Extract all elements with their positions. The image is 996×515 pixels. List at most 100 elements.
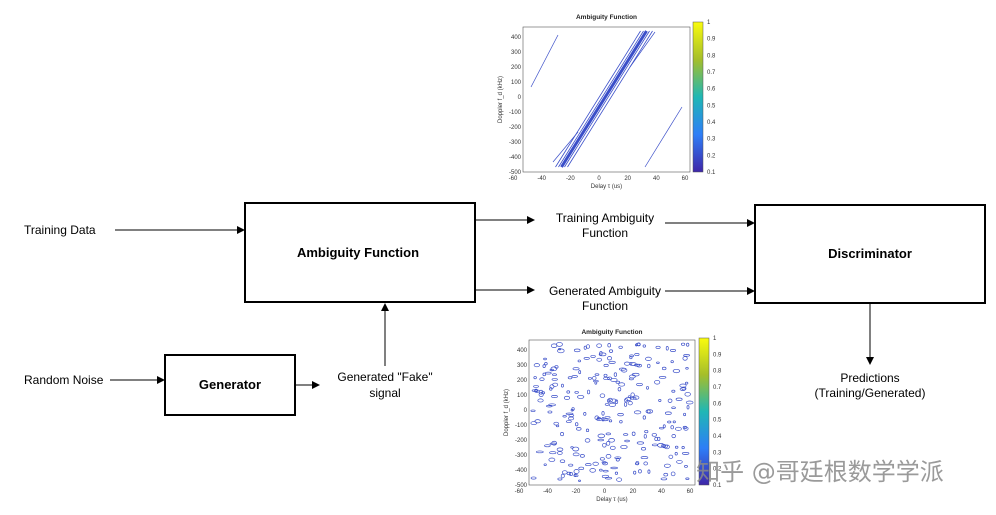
contour — [585, 428, 590, 433]
label: Function — [582, 299, 628, 313]
contour — [562, 415, 567, 418]
contour — [543, 357, 547, 361]
x-tick-label: 60 — [682, 176, 689, 182]
contour — [590, 354, 596, 358]
y-tick-label: 100 — [511, 80, 522, 86]
contour — [623, 402, 628, 407]
contour — [631, 431, 636, 436]
contour — [657, 436, 661, 441]
contour — [534, 388, 538, 393]
contour — [658, 376, 667, 379]
colorbar-tick-label: 0.9 — [713, 352, 722, 358]
contour — [679, 387, 686, 391]
colorbar-tick-label: 0.7 — [707, 70, 716, 76]
label: signal — [369, 386, 400, 400]
colorbar-tick-label: 0.2 — [707, 153, 716, 159]
contour — [542, 372, 546, 377]
contour — [550, 366, 558, 372]
contour — [617, 387, 622, 392]
y-tick-label: -100 — [509, 110, 522, 116]
contour — [583, 356, 590, 360]
colorbar-tick-label: 0.6 — [713, 401, 722, 407]
contour — [629, 397, 637, 400]
contour — [684, 392, 691, 397]
contour — [663, 463, 671, 468]
contour — [568, 463, 574, 467]
colorbar-tick-label: 0.8 — [713, 369, 722, 375]
x-tick-label: -20 — [572, 489, 581, 495]
contour — [671, 434, 676, 439]
colorbar-tick-label: 0.3 — [707, 137, 716, 143]
contour — [544, 362, 548, 366]
contour — [560, 473, 565, 479]
y-tick-label: 0 — [518, 95, 522, 101]
contour — [665, 345, 669, 351]
y-tick-label: -400 — [509, 155, 522, 161]
contour — [594, 381, 598, 385]
contour — [608, 438, 615, 443]
contour — [685, 477, 690, 480]
contour — [608, 419, 613, 423]
contour — [606, 441, 611, 446]
contour — [685, 367, 689, 370]
contour — [579, 454, 585, 458]
contour — [618, 345, 623, 349]
y-tick-label: -300 — [515, 453, 528, 459]
contour — [644, 106, 683, 168]
contour — [629, 362, 633, 365]
contour — [538, 392, 544, 397]
contour — [530, 409, 536, 412]
contour — [563, 395, 571, 400]
contour — [558, 347, 562, 351]
colorbar-tick-label: 1 — [707, 20, 711, 26]
label: Random Noise — [24, 373, 104, 387]
contour — [572, 367, 580, 371]
contour — [654, 379, 661, 385]
contour — [557, 477, 563, 481]
contour — [671, 389, 676, 393]
contour — [674, 445, 679, 449]
colorbar-tick-label: 0.5 — [713, 418, 722, 424]
contour — [564, 30, 650, 168]
contour — [605, 432, 611, 436]
contour — [613, 372, 617, 377]
contour — [642, 344, 646, 348]
contour — [605, 454, 612, 459]
contour — [561, 383, 564, 388]
contour — [661, 444, 669, 449]
contour — [574, 390, 579, 394]
plots: Ambiguity Function Delay τ (us) Doppler f_… — [498, 14, 722, 503]
contours — [530, 30, 683, 168]
contour — [551, 378, 558, 381]
contour — [630, 392, 635, 398]
x-tick-label: 0 — [603, 489, 607, 495]
contour — [572, 446, 580, 452]
contour — [592, 461, 599, 466]
contour — [621, 367, 628, 373]
contour — [556, 447, 564, 452]
contour — [596, 357, 603, 362]
plot-title: Ambiguity Function — [576, 14, 637, 21]
contour — [645, 409, 654, 414]
contour — [559, 459, 566, 464]
label: Generated "Fake" — [337, 370, 432, 384]
contour — [594, 415, 600, 420]
contour — [530, 34, 559, 88]
label: Generated Ambiguity — [549, 284, 661, 298]
colorbar — [692, 21, 704, 173]
contour — [610, 377, 618, 382]
contour — [549, 451, 557, 455]
x-axis-label: Delay τ (us) — [591, 184, 622, 190]
contour — [662, 424, 666, 429]
contour — [586, 344, 590, 349]
contour — [601, 411, 605, 416]
contour — [550, 343, 558, 348]
contour — [578, 466, 585, 470]
contour — [631, 372, 640, 377]
arrows — [110, 216, 874, 389]
contour — [634, 462, 639, 466]
contour — [627, 395, 631, 398]
contour — [664, 411, 672, 415]
contour — [572, 452, 580, 457]
contour — [560, 30, 648, 168]
